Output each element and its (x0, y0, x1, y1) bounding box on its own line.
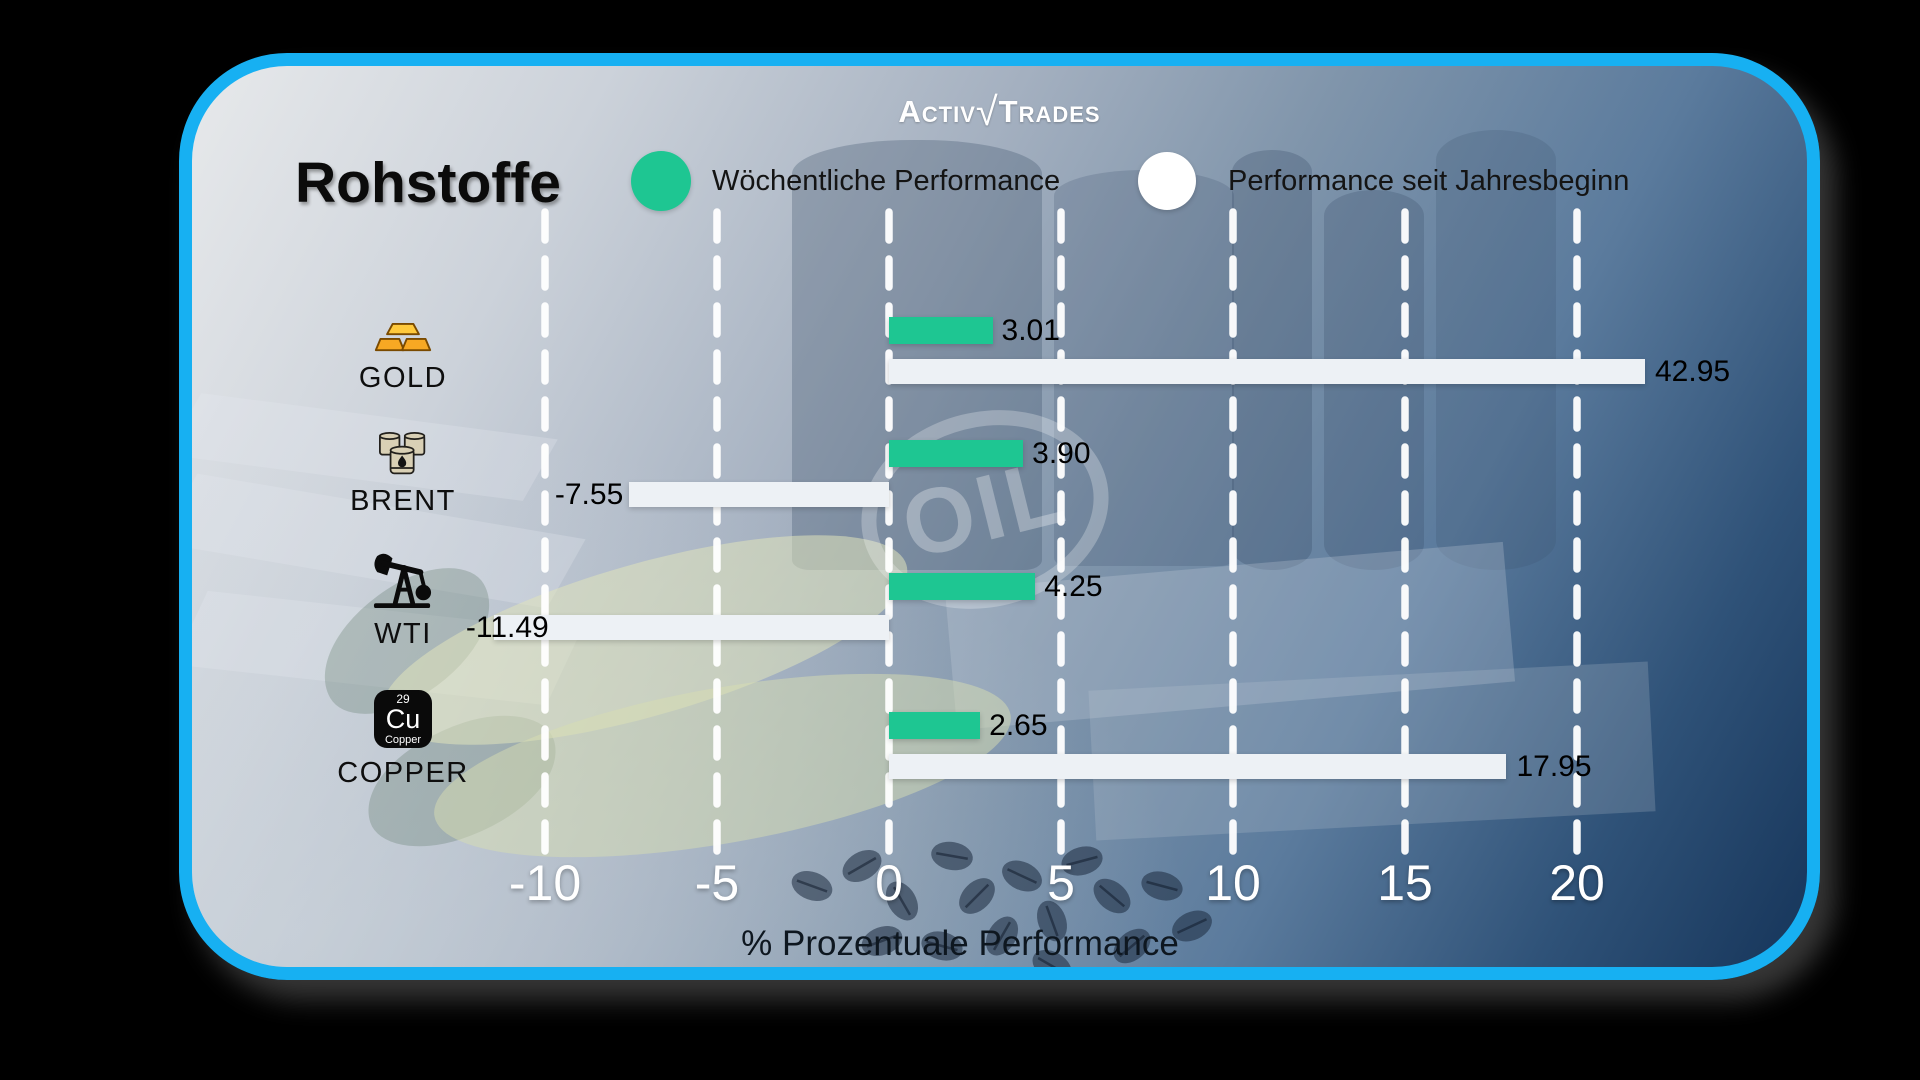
weekly-bar-wti (889, 573, 1036, 600)
page-title: Rohstoffe (295, 151, 561, 215)
copper-symbol: Cu (385, 703, 421, 734)
coffee-bean-crease (1118, 934, 1146, 958)
logo-word-1: Activ (898, 94, 976, 129)
ytd-value-gold: 42.95 (1655, 355, 1731, 388)
x-tick-label: 15 (1377, 855, 1433, 911)
coffee-bean-crease (964, 883, 990, 909)
category-label-copper: COPPER (337, 757, 469, 789)
oil-barrels-icon (376, 428, 430, 481)
weekly-value-wti: 4.25 (1044, 570, 1103, 603)
legend-weekly-label: Wöchentliche Performance (712, 165, 1061, 197)
copper-element-icon: 29 Cu Copper (374, 690, 432, 748)
category-label-brent: BRENT (350, 485, 456, 517)
coffee-bean-crease (1006, 868, 1038, 884)
legend-weekly-swatch (631, 151, 691, 211)
copper-pipe-decoration (1436, 130, 1556, 570)
x-tick-label: -5 (694, 855, 740, 911)
category-label-gold: GOLD (358, 362, 448, 394)
weekly-value-copper: 2.65 (989, 709, 1048, 742)
ytd-bar-brent (629, 482, 889, 507)
coffee-bean-crease (936, 851, 968, 861)
weekly-bar-gold (889, 317, 993, 344)
legend-ytd-label: Performance seit Jahresbeginn (1228, 165, 1630, 197)
activtrades-logo: Activ√Trades (192, 90, 1807, 135)
gold-bars-icon (373, 321, 433, 358)
x-tick-label: 20 (1549, 855, 1605, 911)
coffee-bean-crease (1098, 884, 1126, 908)
ytd-value-brent: -7.55 (554, 478, 624, 511)
coffee-bean-crease (1037, 956, 1067, 967)
coffee-bean-crease (1146, 880, 1178, 892)
logo-word-2: Trades (998, 94, 1101, 129)
legend-ytd-swatch (1138, 152, 1196, 210)
coffee-bean-crease (796, 879, 828, 893)
weekly-value-gold: 3.01 (1001, 314, 1060, 347)
x-tick-label: 5 (1047, 855, 1075, 911)
coffee-beans-decoration (791, 841, 1212, 967)
x-tick-label: 0 (875, 855, 903, 911)
weekly-bar-brent (889, 440, 1024, 467)
copper-name: Copper (384, 733, 422, 746)
oil-pump-icon (372, 549, 434, 614)
ytd-value-wti: -11.49 (465, 611, 549, 644)
logo-check-icon: √ (975, 90, 999, 134)
ytd-bar-wti (493, 615, 889, 640)
coffee-bean-crease (1176, 918, 1208, 934)
copper-atomic-number: 29 (396, 691, 410, 706)
ytd-bar-gold (889, 359, 1645, 384)
coffee-bean-crease (866, 934, 898, 948)
ytd-bar-copper (889, 754, 1507, 779)
coffee-bean-crease (926, 940, 958, 952)
coffee-bean-crease (1066, 855, 1098, 867)
chart-card: OIL Activ√Trades Rohstoffe Wöchentliche … (179, 53, 1820, 980)
x-tick-label: -10 (508, 855, 582, 911)
weekly-bar-copper (889, 712, 981, 739)
x-tick-label: 10 (1205, 855, 1261, 911)
coffee-bean-crease (892, 886, 912, 916)
coffee-bean-crease (847, 856, 877, 876)
coffee-bean-crease (992, 921, 1012, 951)
ytd-value-copper: 17.95 (1516, 750, 1592, 783)
category-label-wti: WTI (374, 618, 432, 650)
x-axis-title: % Prozentuale Performance (741, 924, 1179, 963)
weekly-value-brent: 3.90 (1032, 437, 1091, 470)
coffee-bean-crease (1045, 905, 1059, 937)
